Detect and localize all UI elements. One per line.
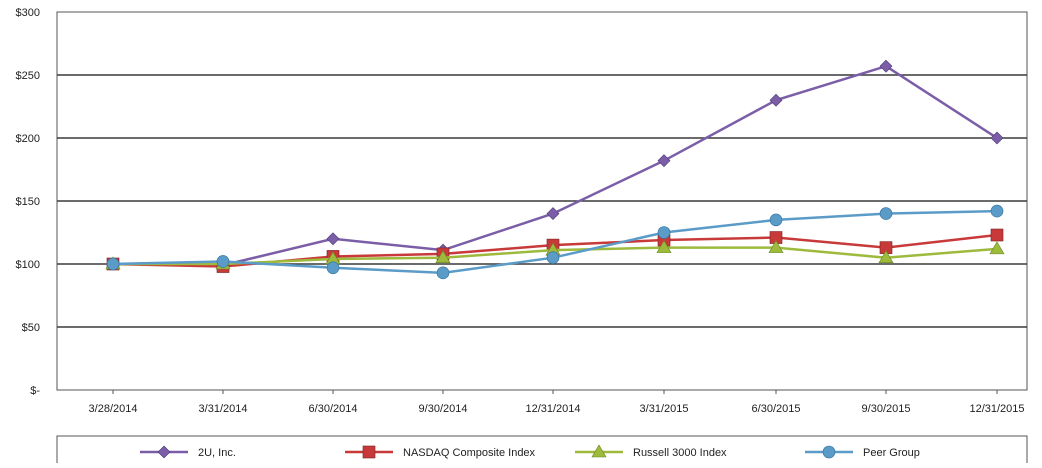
legend-label: NASDAQ Composite Index bbox=[403, 447, 536, 459]
y-tick-label: $200 bbox=[16, 133, 40, 145]
legend-marker bbox=[157, 445, 171, 459]
legend-label: Peer Group bbox=[863, 447, 920, 459]
legend-marker bbox=[822, 445, 836, 459]
legend-label: 2U, Inc. bbox=[198, 447, 236, 459]
y-tick-label: $50 bbox=[22, 322, 40, 334]
legend-marker bbox=[591, 444, 607, 458]
y-tick-label: $250 bbox=[16, 70, 40, 82]
data-point bbox=[768, 240, 784, 253]
data-point bbox=[435, 250, 451, 264]
x-tick-label: 6/30/2015 bbox=[752, 403, 801, 415]
data-point bbox=[326, 232, 340, 246]
y-tick-label: $300 bbox=[16, 7, 40, 19]
data-point bbox=[879, 59, 893, 73]
data-point bbox=[769, 93, 783, 107]
y-tick-label: $100 bbox=[16, 259, 40, 271]
legend-item: Russell 3000 Index bbox=[575, 444, 727, 459]
series-group bbox=[105, 59, 1005, 280]
data-point bbox=[436, 266, 450, 280]
x-axis-tick-labels: 3/28/2014 3/31/2014 6/30/2014 9/30/2014 12/3… bbox=[89, 390, 1025, 415]
data-point bbox=[990, 204, 1004, 218]
legend: 2U, Inc. NASDAQ Composite Index Russell 30… bbox=[140, 444, 920, 459]
x-tick-label: 3/31/2015 bbox=[640, 403, 689, 415]
legend-item: NASDAQ Composite Index bbox=[345, 445, 536, 459]
data-point bbox=[989, 241, 1005, 255]
x-tick-label: 3/28/2014 bbox=[89, 403, 138, 415]
x-tick-label: 6/30/2014 bbox=[309, 403, 358, 415]
x-tick-label: 12/31/2014 bbox=[525, 403, 580, 415]
y-axis-tick-labels: $- $50 $100 $150 $200 $250 $300 bbox=[16, 7, 41, 397]
data-point bbox=[326, 261, 340, 275]
data-point bbox=[990, 131, 1004, 145]
x-tick-label: 3/31/2014 bbox=[199, 403, 248, 415]
legend-marker bbox=[362, 445, 376, 459]
x-tick-label: 9/30/2015 bbox=[862, 403, 911, 415]
data-point bbox=[106, 257, 120, 271]
y-tick-label: $150 bbox=[16, 196, 40, 208]
data-point bbox=[657, 226, 671, 239]
legend-item: Peer Group bbox=[805, 445, 920, 459]
data-point bbox=[546, 207, 560, 221]
data-point bbox=[657, 154, 671, 168]
y-tick-label: $- bbox=[30, 385, 40, 397]
x-tick-label: 12/31/2015 bbox=[969, 403, 1024, 415]
legend-label: Russell 3000 Index bbox=[633, 447, 727, 459]
data-point bbox=[656, 240, 672, 253]
data-point bbox=[546, 251, 560, 265]
legend-item: 2U, Inc. bbox=[140, 445, 236, 459]
series-4 bbox=[106, 204, 1004, 280]
x-tick-label: 9/30/2014 bbox=[419, 403, 468, 415]
data-point bbox=[769, 213, 783, 227]
data-point bbox=[878, 250, 894, 264]
data-point bbox=[879, 207, 893, 220]
data-point bbox=[216, 255, 230, 268]
data-point bbox=[990, 228, 1004, 242]
